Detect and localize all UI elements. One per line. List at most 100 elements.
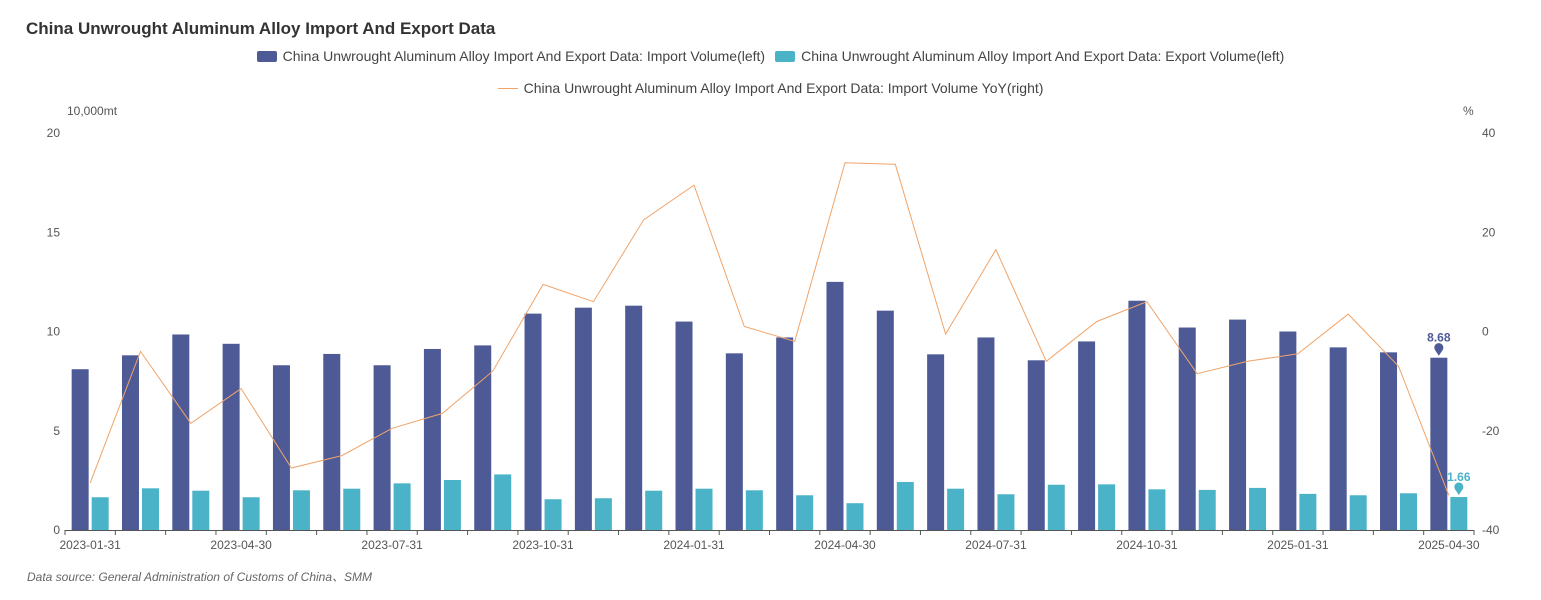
export-volume-bar[interactable]	[695, 488, 713, 530]
import-volume-bar[interactable]	[272, 365, 290, 530]
legend-swatch-import-yoy	[497, 87, 518, 89]
import-volume-bar[interactable]	[1128, 300, 1146, 530]
import-volume-bar[interactable]	[776, 337, 794, 530]
export-volume-bar[interactable]	[645, 490, 663, 530]
import-volume-bar[interactable]	[927, 354, 945, 530]
export-volume-bar[interactable]	[343, 488, 361, 530]
export-volume-bar[interactable]	[896, 481, 914, 530]
import-volume-bar[interactable]	[876, 310, 894, 530]
right-y-tick-label: -40	[1482, 523, 1500, 537]
x-tick-label: 2025-01-31	[1267, 538, 1329, 552]
import-volume-bar[interactable]	[1380, 352, 1398, 530]
legend-swatch-import-volume	[256, 50, 277, 62]
import-volume-bar[interactable]	[826, 281, 844, 530]
import-volume-bar[interactable]	[1027, 360, 1045, 530]
data-labels-layer: 8.68 1.66	[1427, 331, 1471, 496]
import-volume-bar[interactable]	[625, 305, 643, 530]
export-label-marker	[1454, 482, 1464, 496]
right-y-tick-label: 0	[1482, 325, 1489, 339]
export-volume-bar[interactable]	[1299, 493, 1317, 530]
import-volume-bar[interactable]	[574, 307, 592, 530]
export-volume-bar[interactable]	[1450, 497, 1468, 530]
axes-layer: 2023-01-31 2023-04-30 2023-07-31 2023-10-31…	[47, 126, 1500, 552]
export-volume-bar[interactable]	[393, 483, 411, 530]
export-volume-bar[interactable]	[1098, 484, 1116, 530]
export-volume-bar[interactable]	[192, 490, 210, 530]
legend-swatch-export-volume	[775, 50, 796, 62]
left-y-tick-label: 0	[53, 523, 60, 537]
export-data-label: 1.66	[1447, 470, 1471, 484]
yoy-line-layer	[89, 162, 1450, 496]
export-volume-bar[interactable]	[745, 490, 763, 530]
import-volume-bar[interactable]	[474, 345, 492, 530]
export-volume-bar[interactable]	[1400, 493, 1418, 530]
bars-layer	[71, 281, 1468, 531]
import-volume-bar[interactable]	[1279, 331, 1297, 531]
legend-item-import-volume[interactable]: China Unwrought Aluminum Alloy Import An…	[256, 48, 766, 64]
export-volume-bar[interactable]	[1047, 484, 1065, 530]
x-tick-label: 2024-04-30	[814, 538, 876, 552]
export-volume-bar[interactable]	[292, 490, 310, 530]
import-yoy-line	[89, 162, 1450, 496]
import-volume-bar[interactable]	[1178, 327, 1196, 530]
right-y-tick-label: -20	[1482, 424, 1500, 438]
import-volume-bar[interactable]	[1329, 347, 1347, 530]
export-volume-bar[interactable]	[141, 488, 159, 530]
x-tick-label: 2023-04-30	[210, 538, 272, 552]
legend-item-import-yoy[interactable]: China Unwrought Aluminum Alloy Import An…	[497, 80, 1044, 96]
import-volume-bar[interactable]	[423, 348, 441, 530]
import-volume-bar[interactable]	[172, 334, 190, 530]
legend-label-import-volume: China Unwrought Aluminum Alloy Import An…	[282, 48, 766, 64]
x-tick-label: 2024-10-31	[1116, 538, 1178, 552]
import-volume-bar[interactable]	[71, 369, 89, 530]
import-volume-bar[interactable]	[1229, 319, 1247, 530]
legend-label-export-volume: China Unwrought Aluminum Alloy Import An…	[801, 48, 1285, 64]
x-tick-label: 2023-01-31	[59, 538, 121, 552]
export-volume-bar[interactable]	[947, 488, 965, 530]
legend-row-bars: China Unwrought Aluminum Alloy Import An…	[0, 48, 1541, 64]
x-tick-label: 2023-10-31	[512, 538, 574, 552]
legend-row-line: China Unwrought Aluminum Alloy Import An…	[0, 80, 1541, 96]
export-volume-bar[interactable]	[846, 503, 864, 530]
export-volume-bar[interactable]	[1148, 489, 1166, 530]
export-volume-bar[interactable]	[544, 499, 562, 530]
export-volume-bar[interactable]	[443, 479, 461, 530]
import-data-label: 8.68	[1427, 331, 1451, 345]
left-axis-unit: 10,000mt	[67, 104, 118, 118]
left-y-tick-label: 10	[47, 325, 61, 339]
x-tick-label: 2025-04-30	[1418, 538, 1480, 552]
export-volume-bar[interactable]	[1198, 489, 1216, 530]
import-volume-bar[interactable]	[121, 355, 139, 530]
left-y-tick-label: 20	[47, 126, 61, 140]
data-source-note: Data source: General Administration of C…	[27, 570, 373, 584]
right-y-tick-label: 20	[1482, 225, 1496, 239]
export-volume-bar[interactable]	[1249, 487, 1267, 530]
left-y-tick-label: 5	[53, 424, 60, 438]
legend-item-export-volume[interactable]: China Unwrought Aluminum Alloy Import An…	[775, 48, 1284, 64]
export-volume-bar[interactable]	[997, 494, 1015, 530]
export-volume-bar[interactable]	[1349, 495, 1367, 530]
import-volume-bar[interactable]	[977, 337, 995, 530]
import-volume-bar[interactable]	[725, 353, 743, 530]
import-volume-bar[interactable]	[1078, 341, 1096, 530]
right-y-tick-label: 40	[1482, 126, 1496, 140]
export-volume-bar[interactable]	[242, 497, 260, 530]
x-tick-label: 2023-07-31	[361, 538, 423, 552]
import-volume-bar[interactable]	[524, 313, 542, 530]
import-volume-bar[interactable]	[323, 353, 341, 530]
import-volume-bar[interactable]	[373, 365, 391, 530]
chart-title: China Unwrought Aluminum Alloy Import An…	[26, 19, 496, 38]
import-volume-bar[interactable]	[222, 343, 240, 530]
import-label-marker	[1434, 343, 1444, 356]
left-y-tick-label: 15	[47, 225, 61, 239]
export-volume-bar[interactable]	[91, 497, 109, 530]
export-volume-bar[interactable]	[494, 474, 512, 530]
right-axis-unit: %	[1463, 104, 1474, 118]
export-volume-bar[interactable]	[796, 495, 814, 530]
import-volume-bar[interactable]	[675, 321, 693, 530]
import-volume-bar[interactable]	[1430, 357, 1448, 530]
x-tick-label: 2024-07-31	[965, 538, 1027, 552]
export-volume-bar[interactable]	[594, 498, 612, 530]
legend-label-import-yoy: China Unwrought Aluminum Alloy Import An…	[523, 80, 1044, 96]
